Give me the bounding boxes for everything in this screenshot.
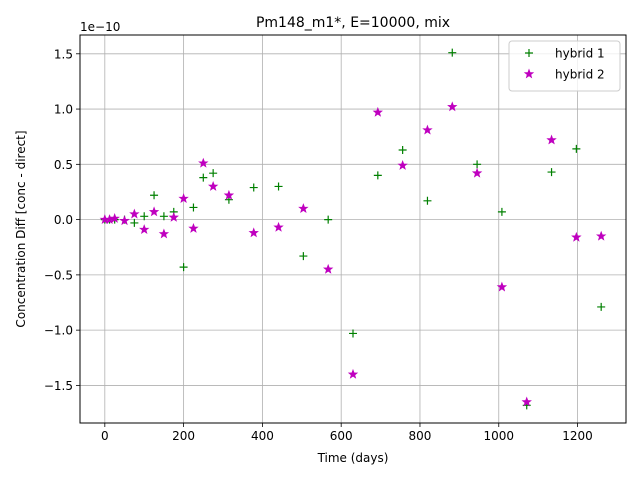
data-point [422,124,433,135]
data-point [178,193,189,204]
legend-box [508,40,621,92]
x-tick-label: 400 [251,429,274,443]
legend-marker [525,49,533,57]
data-point [248,227,259,238]
data-point [109,213,120,223]
data-point [547,168,556,177]
data-point [448,48,457,57]
y-axis-ticks: −1.5 −1.0 −0.5 0.0 0.5 1.0 1.5 [44,47,80,393]
data-point [140,212,149,221]
data-point [139,224,150,234]
data-point [129,208,140,219]
data-point [223,189,235,200]
data-point [188,222,199,233]
data-point [209,169,218,178]
data-point [119,215,130,226]
data-point [189,203,198,212]
data-point [373,171,382,180]
data-points [99,48,607,410]
data-point [372,106,384,117]
y-tick-label: 1.0 [54,103,73,117]
data-point [148,206,160,217]
x-tick-label: 600 [330,429,353,443]
data-point [198,157,209,168]
data-point [471,167,483,178]
legend-label: hybrid 2 [555,68,605,82]
y-tick-label: 1.5 [54,47,73,61]
x-tick-label: 0 [101,429,109,443]
data-point [207,180,219,191]
x-axis-label: Time (days) [317,451,389,465]
x-tick-label: 1000 [483,429,514,443]
chart-title: Pm148_m1*, E=10000, mix [256,15,450,31]
data-point [349,329,357,338]
y-axis-offset-label: 1e−10 [80,20,120,34]
data-point [199,173,208,182]
y-tick-label: −1.0 [44,324,73,338]
y-tick-label: −1.5 [44,379,73,393]
data-point [324,215,333,224]
y-tick-label: 0.0 [54,213,73,227]
data-point [447,101,458,112]
data-point [274,182,283,191]
x-tick-label: 1200 [562,429,593,443]
data-point [521,396,532,407]
data-point [597,302,606,311]
data-point [249,183,258,192]
data-point [298,203,309,213]
data-point [158,228,170,239]
data-point [497,207,506,216]
data-point [397,159,408,170]
data-point [299,252,308,261]
data-point [347,368,359,379]
y-tick-label: −0.5 [44,268,73,282]
y-tick-label: 0.5 [54,158,73,172]
data-point [571,231,582,242]
x-tick-label: 200 [172,429,195,443]
data-point [496,281,508,292]
data-point [572,144,581,153]
data-point [423,196,432,205]
legend-label: hybrid 1 [555,47,605,61]
data-point [159,212,168,221]
data-point [473,160,482,169]
data-point [546,134,557,145]
data-point [322,263,334,274]
data-point [595,230,607,241]
data-point [398,145,407,154]
series-2 [99,101,607,407]
data-point [150,191,159,200]
data-point [130,218,139,227]
x-axis-ticks: 0 200 400 600 800 1000 1200 [101,423,593,443]
y-axis-label: Concentration Diff [conc - direct] [14,130,28,327]
grid-lines [80,35,626,423]
data-point [273,221,284,232]
data-point [168,211,179,222]
legend-marker [523,68,535,79]
plot-frame [79,34,627,424]
data-point [179,263,188,272]
legend: hybrid 1 hybrid 2 [508,40,621,92]
x-tick-label: 800 [409,429,432,443]
